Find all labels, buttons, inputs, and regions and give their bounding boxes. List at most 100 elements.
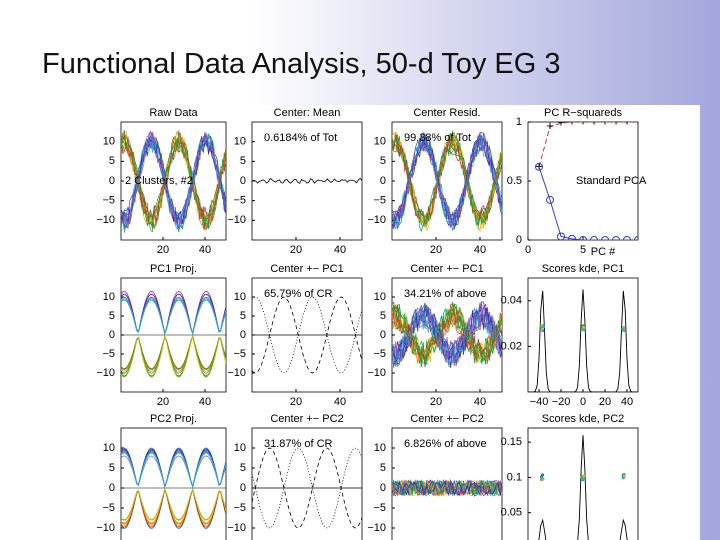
- panel-title: PC R−squareds: [544, 107, 622, 119]
- y-tick-label: 5: [380, 310, 386, 322]
- point: [612, 236, 620, 240]
- y-tick-label: −5: [102, 348, 115, 360]
- panel-title: Center +− PC1: [410, 263, 483, 275]
- panel: Center +− PC2 10 5 0 −5 −10 6.826% of above: [367, 413, 503, 540]
- y-tick-label: 0: [380, 482, 386, 494]
- plus-mark: +: [535, 158, 543, 173]
- kde-dot: [540, 476, 544, 480]
- y-tick-label: 5: [109, 155, 115, 167]
- x-tick-label: 20: [430, 396, 442, 408]
- x-tick-label: 0: [580, 396, 586, 408]
- curve: [392, 478, 502, 497]
- x-tick-label: 40: [199, 244, 211, 256]
- panel-title: Raw Data: [149, 107, 198, 119]
- y-tick-label: 0: [240, 329, 246, 341]
- y-tick-label: 5: [240, 155, 246, 167]
- x-axis-label: PC #: [591, 246, 616, 258]
- y-tick-label: 10: [374, 291, 386, 303]
- curve: [392, 142, 502, 225]
- plus-mark: +: [557, 115, 565, 130]
- y-tick-label: −5: [233, 195, 246, 207]
- x-tick-label: −40: [530, 396, 549, 408]
- plot-area: ++++++++++: [535, 113, 642, 240]
- plus-mark: +: [601, 113, 609, 128]
- plus-mark: +: [634, 113, 642, 128]
- y-tick-label: 0: [240, 175, 246, 187]
- axes-box: [251, 427, 363, 540]
- kde-dot: [541, 325, 545, 329]
- y-tick-label: 0: [109, 329, 115, 341]
- x-tick-label: 5: [580, 244, 586, 256]
- curve: [121, 299, 226, 335]
- x-tick-label: 40: [199, 396, 211, 408]
- panel-title: Center +− PC2: [410, 413, 483, 425]
- axes-box: [251, 121, 363, 241]
- slide-title: Functional Data Analysis, 50-d Toy EG 3: [42, 48, 561, 80]
- y-tick-label: −10: [367, 522, 386, 534]
- curve: [121, 335, 226, 370]
- plot-area: [528, 289, 638, 392]
- panel: Center: Mean 10 5 0 −5 −10 20 40 0.6184% of Tot: [227, 107, 363, 256]
- axes-box: [527, 427, 639, 540]
- panel: Raw Data 10 5 0 −5 −10 20 40 2 Clusters, #2: [96, 107, 227, 256]
- panel: Center +− PC2 10 5 0 −5 −10 31.87% of CR: [227, 413, 363, 540]
- y-tick-label: 10: [234, 442, 246, 454]
- point: [557, 232, 565, 240]
- annotation: 2 Clusters, #2: [125, 175, 193, 187]
- x-tick-label: 40: [334, 396, 346, 408]
- y-tick-label: 5: [240, 462, 246, 474]
- curve: [252, 177, 362, 184]
- curve: [392, 136, 502, 229]
- annotation: 34.21% of above: [404, 288, 487, 300]
- kde-dot: [540, 473, 545, 477]
- kde-dot: [580, 476, 585, 481]
- plot-area: [121, 447, 226, 529]
- panel: Scores kde, PC1 0.04 0.02 −40 −20 0 20 40: [501, 263, 639, 408]
- curve: [392, 303, 502, 366]
- curve: [121, 137, 226, 224]
- x-tick-label: 40: [621, 396, 633, 408]
- y-tick-label: −5: [373, 348, 386, 360]
- plot-area: [392, 130, 502, 233]
- annotation: 99.38% of Tot: [404, 132, 471, 144]
- y-tick-label: 0: [240, 482, 246, 494]
- annotation: 6.826% of above: [404, 438, 487, 450]
- y-tick-label: 10: [103, 291, 115, 303]
- kde-dot: [621, 327, 625, 332]
- panel: Scores kde, PC2 0.15 0.1 0.05: [501, 413, 639, 540]
- y-tick-label: 5: [380, 155, 386, 167]
- point: [590, 236, 598, 240]
- panel-title: PC1 Proj.: [150, 263, 197, 275]
- x-tick-label: 20: [290, 244, 302, 256]
- curve: [538, 435, 628, 540]
- curve: [121, 129, 226, 233]
- y-tick-label: 10: [103, 136, 115, 148]
- kde-dot: [541, 328, 545, 333]
- y-tick-label: 10: [374, 442, 386, 454]
- point: [601, 236, 609, 240]
- annotation: Standard PCA: [576, 175, 647, 187]
- kde-dot: [581, 328, 585, 332]
- plot-area: [252, 177, 362, 184]
- point: [579, 236, 587, 240]
- y-tick-label: 5: [380, 462, 386, 474]
- point: [568, 234, 576, 240]
- panel-title: PC2 Proj.: [150, 413, 197, 425]
- panel-title: Center Resid.: [413, 107, 480, 119]
- y-tick-label: −10: [96, 367, 115, 379]
- plot-area: [252, 296, 362, 374]
- plus-mark: +: [579, 113, 587, 128]
- x-tick-label: 20: [430, 244, 442, 256]
- kde-dot: [581, 474, 586, 478]
- kde-dot: [621, 476, 625, 480]
- x-tick-label: 20: [157, 244, 169, 256]
- plot-area: [392, 478, 502, 498]
- y-tick-label: −5: [233, 502, 246, 514]
- plus-mark: +: [546, 118, 554, 133]
- plus-mark: +: [590, 113, 598, 128]
- y-tick-label: −5: [102, 195, 115, 207]
- x-tick-label: 20: [599, 396, 611, 408]
- point: [546, 195, 554, 204]
